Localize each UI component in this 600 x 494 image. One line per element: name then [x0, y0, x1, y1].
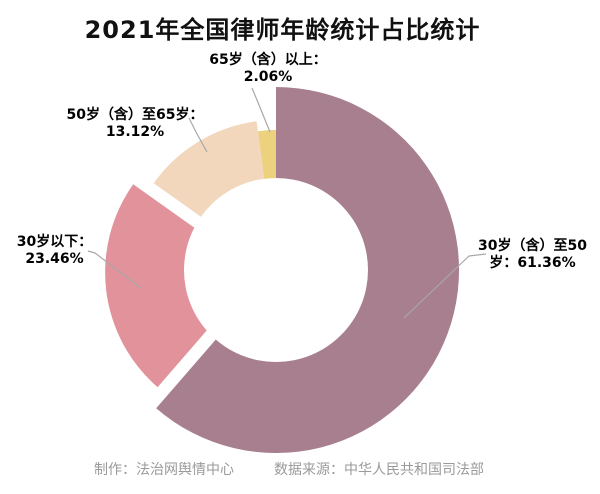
label-age-65-plus-name: 65岁（含）以上：: [209, 52, 327, 68]
pie-slice-age-under-30: [105, 184, 258, 388]
label-age-30-50-name: 30岁（含）至50: [478, 238, 587, 254]
leader-line-age-under-30: [87, 250, 142, 289]
label-age-under-30: 30岁以下： 23.46%: [2, 234, 107, 268]
label-age-50-65: 50岁（含）至65岁： 13.12%: [40, 107, 230, 141]
label-age-50-65-value: 13.12%: [105, 124, 165, 140]
footer-producer: 制作：法治网舆情中心: [94, 462, 234, 478]
leader-line-age-30-50: [403, 253, 487, 319]
label-age-65-plus: 65岁（含）以上： 2.06%: [188, 52, 348, 86]
label-leader-lines: [87, 87, 487, 319]
leader-line-age-50-65: [188, 117, 208, 153]
leader-line-age-65-plus: [251, 87, 271, 133]
label-age-50-65-name: 50岁（含）至65岁：: [66, 107, 204, 123]
label-age-under-30-value: 23.46%: [25, 251, 84, 267]
label-age-65-plus-value: 2.06%: [243, 69, 293, 85]
label-age-30-50: 30岁（含）至50 岁：61.36%: [475, 238, 590, 272]
footer-credits: 制作：法治网舆情中心 数据来源：中华人民共和国司法部: [0, 459, 578, 479]
footer-source: 数据来源：中华人民共和国司法部: [274, 462, 484, 478]
donut-hole: [184, 178, 368, 362]
label-age-under-30-name: 30岁以下：: [16, 234, 93, 250]
donut-hole-group: [184, 178, 368, 362]
chart-title: 2021年全国律师年龄统计占比统计: [84, 16, 481, 44]
label-age-30-50-value: 岁：61.36%: [489, 255, 576, 271]
